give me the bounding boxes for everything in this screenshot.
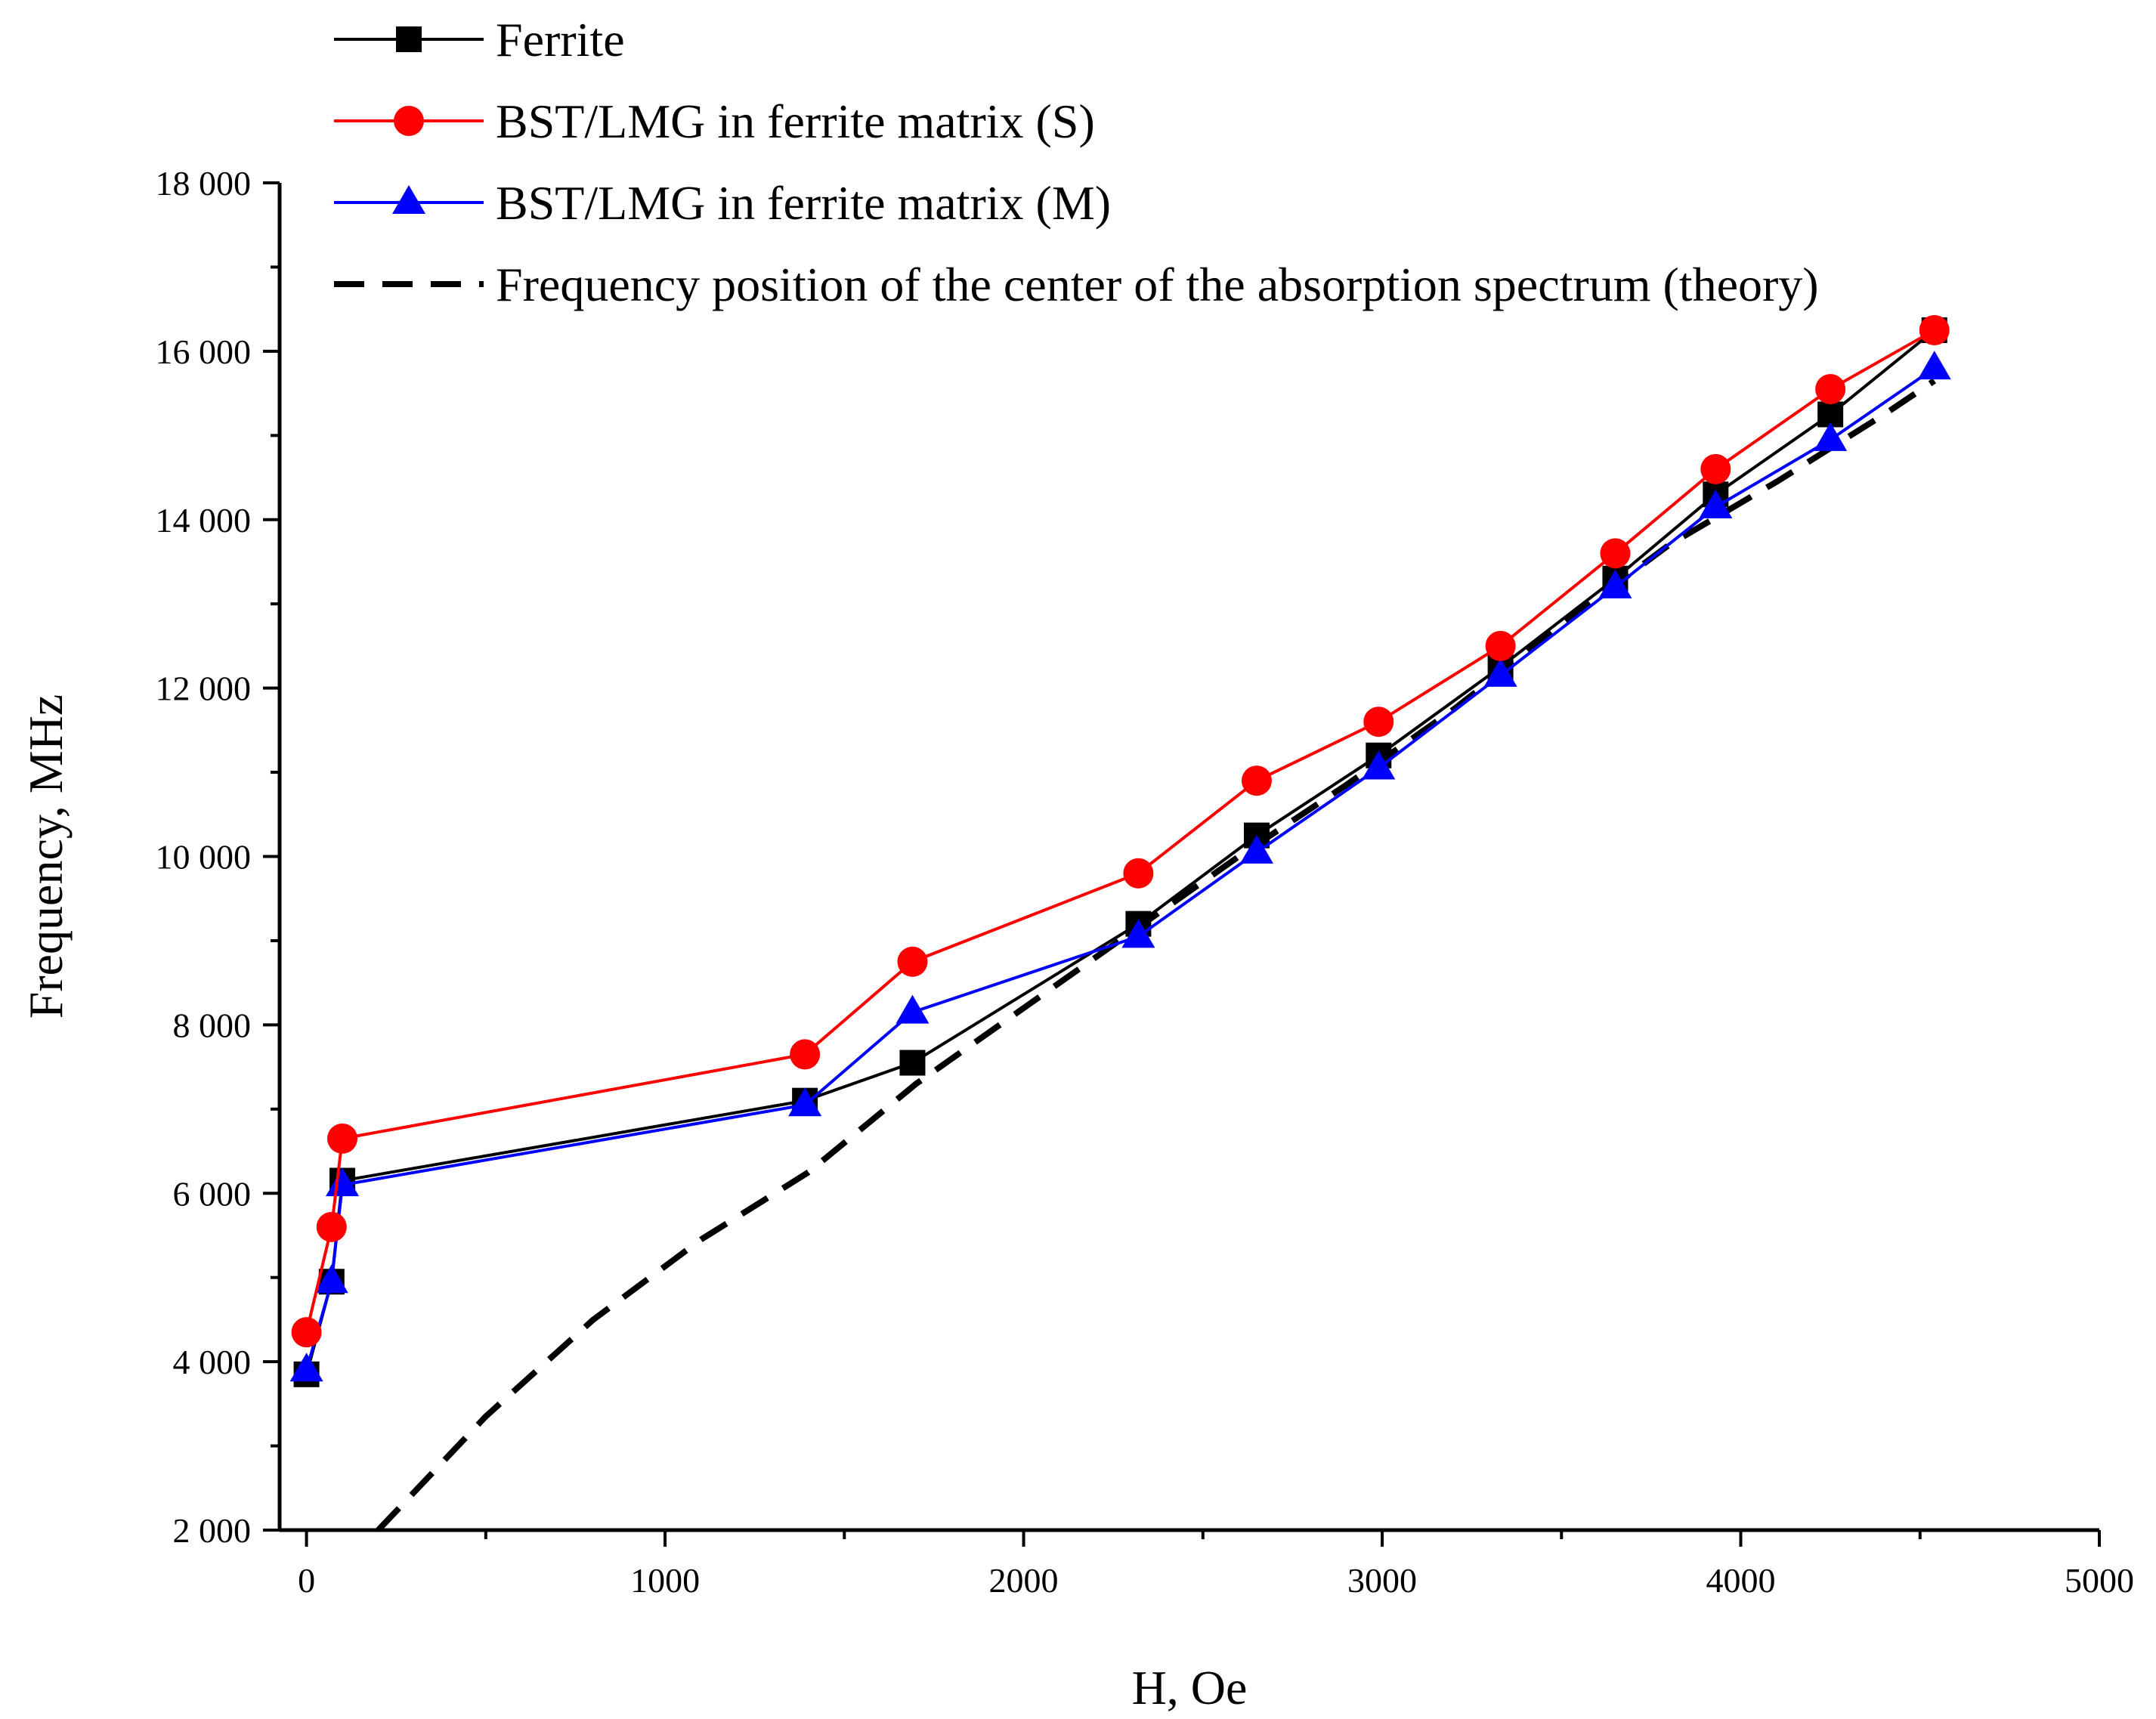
series-line — [305, 366, 1935, 1371]
series-layer — [289, 315, 1951, 1532]
series-line — [305, 329, 1935, 1375]
y-tick-label: 10 000 — [156, 838, 252, 877]
data-point — [897, 946, 928, 977]
y-tick-label: 16 000 — [156, 332, 252, 371]
data-point — [1600, 538, 1631, 569]
legend-label: BST/LMG in ferrite matrix (S) — [496, 94, 1095, 148]
y-axis-title: Frequency, MHz — [19, 694, 73, 1019]
legend-item: BST/LMG in ferrite matrix (S) — [334, 94, 1095, 148]
data-point — [1815, 374, 1846, 405]
legend-item: BST/LMG in ferrite matrix (M) — [334, 176, 1111, 230]
series-1 — [291, 315, 1950, 1348]
y-tick-label: 2 000 — [173, 1511, 252, 1550]
data-point — [1483, 657, 1517, 687]
legend: Ferrite BST/LMG in ferrite matrix (S) BST/… — [334, 13, 1819, 311]
data-point — [788, 1087, 822, 1117]
legend-item: Ferrite — [334, 13, 625, 66]
legend-label: BST/LMG in ferrite matrix (M) — [496, 176, 1111, 230]
data-point — [1814, 422, 1848, 451]
data-point — [1598, 569, 1632, 598]
data-point — [1239, 834, 1273, 864]
data-point — [1699, 490, 1733, 519]
data-point — [1919, 315, 1950, 346]
series-line — [376, 378, 1936, 1532]
legend-swatch-marker — [392, 185, 425, 214]
y-tick-label: 4 000 — [173, 1343, 252, 1381]
data-point — [316, 1211, 347, 1242]
x-axis-title: H, Oe — [1132, 1661, 1248, 1714]
x-tick-label: 5000 — [2065, 1561, 2134, 1600]
x-tick-label: 4000 — [1706, 1561, 1776, 1600]
data-point — [899, 1050, 926, 1076]
series-2 — [289, 351, 1951, 1382]
data-point — [1917, 351, 1951, 380]
data-point — [790, 1039, 821, 1070]
x-tick-label: 1000 — [630, 1561, 700, 1600]
y-tick-label: 6 000 — [173, 1174, 252, 1213]
y-tick-label: 14 000 — [156, 501, 252, 540]
legend-swatch-marker — [394, 106, 424, 136]
data-point — [895, 994, 930, 1024]
series-line — [305, 329, 1935, 1333]
y-tick-label: 18 000 — [156, 164, 252, 203]
axes: 0 1000 2000 3000 4000 5000 2 000 4 000 6 000 8 00… — [156, 164, 2135, 1600]
y-tick-label: 8 000 — [173, 1006, 252, 1044]
x-tick-label: 2000 — [989, 1561, 1059, 1600]
data-point — [327, 1123, 358, 1154]
data-point — [291, 1317, 322, 1348]
data-point — [1123, 858, 1154, 889]
data-point — [1362, 750, 1396, 780]
x-tick-label: 3000 — [1347, 1561, 1417, 1600]
legend-item: Frequency position of the center of the … — [334, 258, 1819, 311]
data-point — [314, 1264, 348, 1294]
data-point — [289, 1353, 323, 1382]
data-point — [1485, 630, 1516, 661]
data-point — [1700, 453, 1731, 484]
series-0 — [293, 317, 1947, 1387]
legend-swatch-marker — [396, 26, 422, 52]
data-point — [1241, 765, 1272, 796]
legend-label: Frequency position of the center of the … — [496, 258, 1819, 311]
data-point — [1363, 706, 1394, 737]
series-3 — [376, 378, 1936, 1532]
x-tick-label: 0 — [298, 1561, 315, 1600]
data-point — [326, 1167, 360, 1197]
legend-label: Ferrite — [496, 13, 625, 66]
y-tick-label: 12 000 — [156, 669, 252, 708]
data-point — [1121, 919, 1155, 948]
